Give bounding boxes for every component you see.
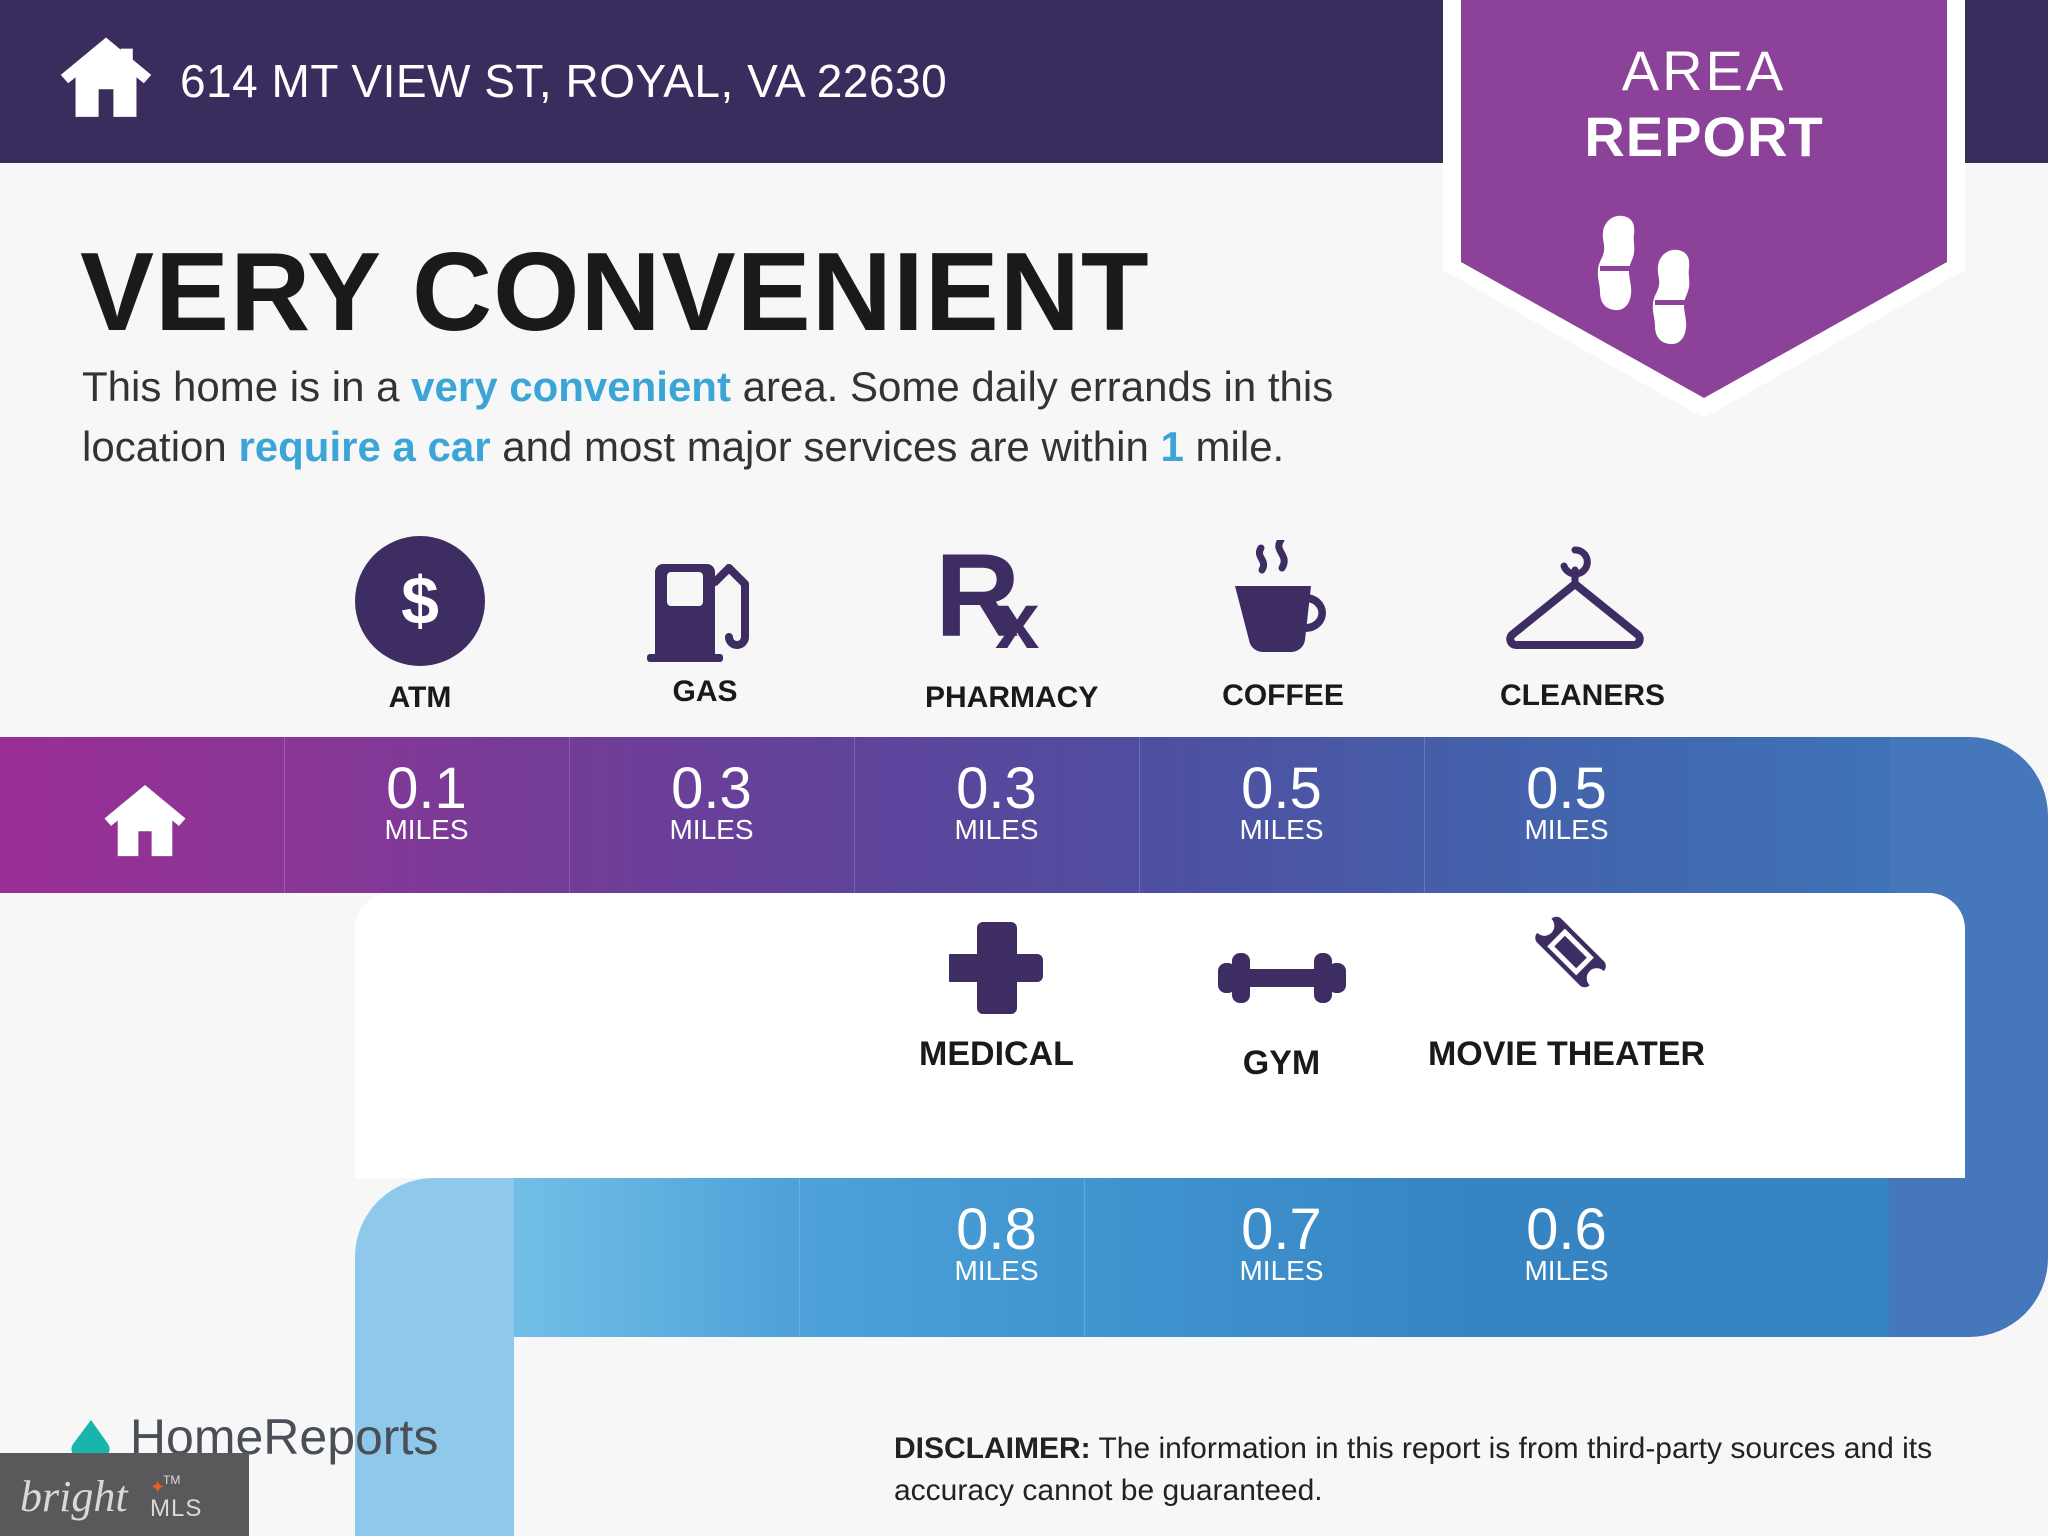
svg-text:AREA: AREA <box>1622 39 1787 102</box>
svg-text:x: x <box>995 576 1040 665</box>
svg-text:$: $ <box>401 563 439 639</box>
svg-text:REPORT: REPORT <box>1584 105 1823 168</box>
